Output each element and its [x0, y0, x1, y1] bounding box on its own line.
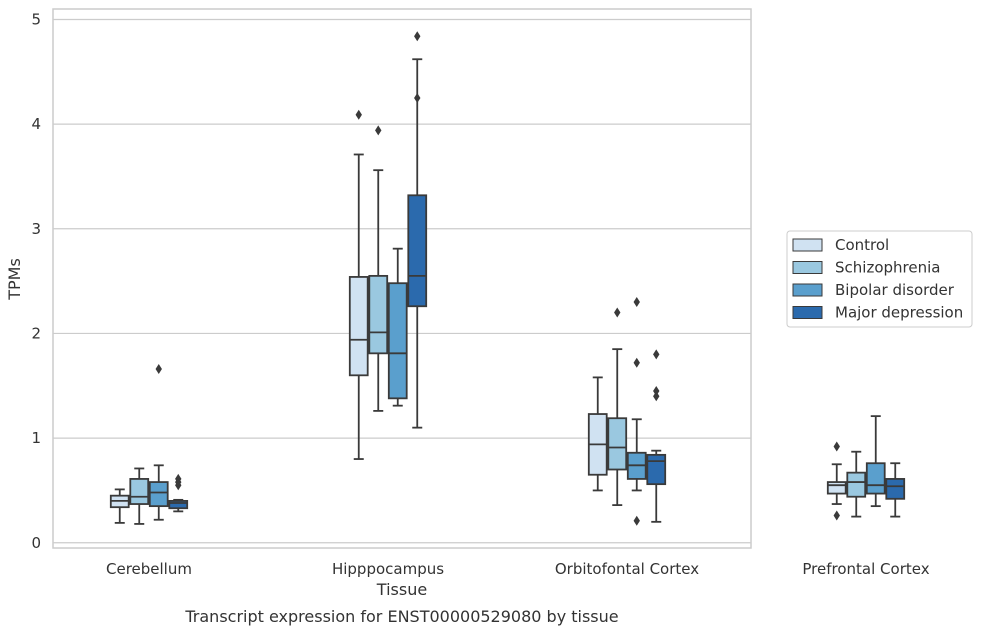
- box-major-depression: [646, 349, 667, 523]
- box-bipolar-disorder: [148, 364, 169, 521]
- outlier-point: [414, 31, 421, 42]
- outlier-point: [633, 357, 640, 368]
- box-iqr: [885, 478, 906, 500]
- outlier-point: [833, 441, 840, 452]
- y-tick-label: 2: [31, 324, 41, 342]
- box-control: [587, 376, 608, 492]
- x-tick-label: Orbitofontal Cortex: [555, 560, 699, 578]
- x-tick-label: Hipppocampus: [332, 560, 444, 578]
- x-tick-labels: Cerebellum Hipppocampus Orbitofontal Corte…: [106, 560, 930, 578]
- plot-frame: [52, 8, 752, 549]
- box-iqr: [826, 481, 847, 495]
- legend-swatch: [792, 283, 823, 297]
- x-tick-label: Prefrontal Cortex: [802, 560, 929, 578]
- box-schizophrenia: [129, 467, 150, 525]
- outlier-point: [653, 349, 660, 360]
- legend-label: Major depression: [835, 304, 963, 322]
- outlier-point: [653, 391, 660, 402]
- box-schizophrenia: [607, 307, 628, 506]
- outlier-point: [653, 386, 660, 397]
- box-iqr: [168, 500, 189, 510]
- box-iqr: [846, 471, 867, 498]
- y-tick-label: 3: [31, 220, 41, 238]
- box-control: [109, 488, 130, 524]
- x-tick-label: Cerebellum: [106, 560, 192, 578]
- box-bipolar-disorder: [626, 297, 647, 526]
- legend-label: Control: [835, 236, 889, 254]
- outlier-point: [155, 364, 162, 375]
- outlier-point: [633, 515, 640, 526]
- outlier-point: [355, 109, 362, 120]
- legend-swatch: [792, 306, 823, 319]
- box-major-depression: [407, 31, 428, 429]
- box-iqr: [387, 282, 408, 400]
- box-bipolar-disorder: [387, 247, 408, 407]
- outlier-point: [833, 510, 840, 521]
- box-major-depression: [885, 462, 906, 518]
- y-tick-label: 5: [31, 10, 41, 28]
- y-axis-label: TPMs: [5, 258, 24, 301]
- box-control: [348, 109, 369, 460]
- box-plot-series: [109, 31, 906, 526]
- y-tick-label: 4: [31, 115, 41, 133]
- chart-caption: Transcript expression for ENST0000052908…: [184, 607, 618, 626]
- box-schizophrenia: [846, 450, 867, 518]
- x-axis-label: Tissue: [376, 580, 427, 599]
- legend-frame: [786, 230, 973, 328]
- outlier-point: [175, 473, 182, 484]
- box-iqr: [148, 481, 169, 508]
- box-iqr: [348, 276, 369, 377]
- legend-swatch: [792, 261, 823, 274]
- box-bipolar-disorder: [865, 415, 886, 508]
- outlier-point: [414, 92, 421, 103]
- outlier-point: [375, 125, 382, 136]
- box-schizophrenia: [368, 125, 389, 412]
- y-tick-label: 0: [31, 534, 41, 552]
- box-iqr: [407, 194, 428, 308]
- legend-label: Bipolar disorder: [835, 281, 955, 299]
- box-iqr: [865, 462, 886, 495]
- outlier-point: [614, 307, 621, 318]
- box-iqr: [368, 274, 389, 355]
- legend-label: Schizophrenia: [835, 259, 940, 277]
- legend-swatch: [792, 238, 823, 252]
- y-tick-labels: 0 1 2 3 4 5: [31, 10, 41, 551]
- box-iqr: [646, 453, 667, 486]
- legend: Control Schizophrenia Bipolar disorder Majo…: [786, 230, 973, 328]
- box-iqr: [607, 417, 628, 471]
- outlier-point: [633, 297, 640, 308]
- y-tick-label: 1: [31, 429, 41, 447]
- box-control: [826, 441, 847, 521]
- box-iqr: [129, 478, 150, 505]
- box-major-depression: [168, 473, 189, 513]
